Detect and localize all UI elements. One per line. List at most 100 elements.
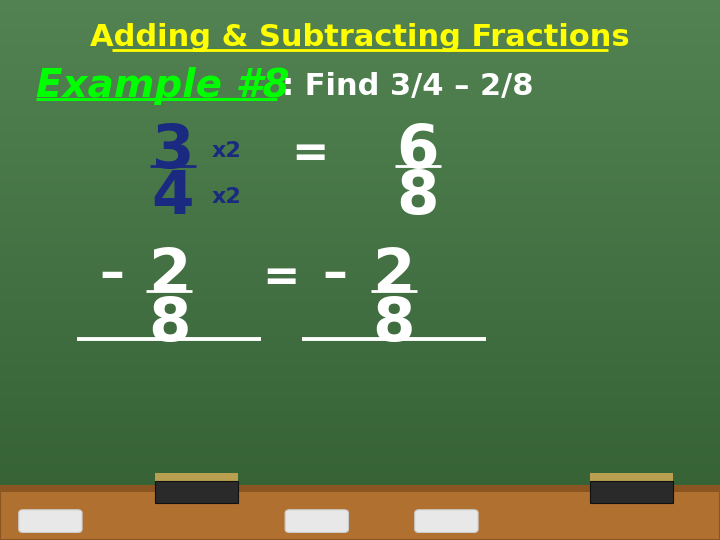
Bar	[0, 432, 720, 435]
Bar	[0, 397, 720, 400]
Bar	[0, 19, 720, 22]
Bar	[0, 59, 720, 62]
Bar	[0, 270, 720, 273]
Bar	[0, 119, 720, 122]
Bar	[0, 238, 720, 240]
Bar	[0, 138, 720, 140]
Bar	[0, 127, 720, 130]
Bar	[0, 462, 720, 464]
Bar	[0, 497, 720, 500]
Bar	[0, 284, 720, 286]
Bar	[0, 0, 720, 3]
Bar	[0, 240, 720, 243]
FancyBboxPatch shape	[0, 486, 720, 492]
Bar	[0, 346, 720, 348]
Bar	[0, 526, 720, 529]
Text: =: =	[262, 256, 300, 299]
Bar	[0, 192, 720, 194]
Bar	[0, 392, 720, 394]
Text: 6: 6	[396, 122, 439, 181]
Bar	[0, 27, 720, 30]
Bar	[0, 227, 720, 229]
Bar	[0, 154, 720, 157]
Bar	[0, 275, 720, 278]
Bar	[0, 410, 720, 413]
Bar	[0, 370, 720, 373]
Bar	[0, 356, 720, 359]
FancyBboxPatch shape	[415, 510, 478, 532]
Bar	[0, 124, 720, 127]
Text: 2: 2	[148, 246, 191, 305]
Bar	[0, 454, 720, 456]
Bar	[0, 49, 720, 51]
Bar	[0, 78, 720, 81]
Bar	[0, 294, 720, 297]
Bar	[0, 518, 720, 521]
Bar	[0, 475, 720, 478]
Bar	[0, 181, 720, 184]
Bar	[0, 84, 720, 86]
Bar	[0, 251, 720, 254]
FancyBboxPatch shape	[590, 473, 673, 483]
Bar	[0, 537, 720, 540]
Bar	[0, 470, 720, 472]
Bar	[0, 111, 720, 113]
Bar	[0, 116, 720, 119]
Bar	[0, 105, 720, 108]
FancyBboxPatch shape	[0, 486, 720, 540]
Bar	[0, 65, 720, 68]
Text: –: –	[99, 252, 124, 299]
Bar	[0, 151, 720, 154]
Bar	[0, 162, 720, 165]
Bar	[0, 165, 720, 167]
Bar	[0, 186, 720, 189]
Bar	[0, 305, 720, 308]
Bar	[0, 86, 720, 89]
Bar	[0, 502, 720, 505]
Bar	[0, 308, 720, 310]
Bar	[0, 38, 720, 40]
Bar	[0, 51, 720, 54]
Bar	[0, 205, 720, 208]
Bar	[0, 373, 720, 375]
Bar	[0, 11, 720, 14]
Bar	[0, 243, 720, 246]
Bar	[0, 321, 720, 324]
Bar	[0, 108, 720, 111]
Bar	[0, 394, 720, 397]
Bar	[0, 167, 720, 170]
Bar	[0, 316, 720, 319]
Bar	[0, 418, 720, 421]
Text: 8: 8	[396, 167, 439, 227]
Bar	[0, 32, 720, 35]
Bar	[0, 113, 720, 116]
Bar	[0, 148, 720, 151]
Bar	[0, 197, 720, 200]
Bar	[0, 386, 720, 389]
Bar	[0, 332, 720, 335]
Bar	[0, 427, 720, 429]
Bar	[0, 313, 720, 316]
Bar	[0, 421, 720, 424]
Bar	[0, 494, 720, 497]
Bar	[0, 513, 720, 516]
Bar	[0, 340, 720, 343]
FancyBboxPatch shape	[155, 481, 238, 503]
Bar	[0, 135, 720, 138]
Bar	[0, 402, 720, 405]
Bar	[0, 173, 720, 176]
Text: x2: x2	[212, 187, 242, 207]
Bar	[0, 146, 720, 148]
Bar	[0, 481, 720, 483]
Bar	[0, 319, 720, 321]
Bar	[0, 230, 720, 232]
Bar	[0, 281, 720, 284]
Bar	[0, 35, 720, 38]
FancyBboxPatch shape	[285, 510, 348, 532]
Bar	[0, 359, 720, 362]
Bar	[0, 46, 720, 49]
Bar	[0, 232, 720, 235]
Bar	[0, 440, 720, 443]
Bar	[0, 491, 720, 494]
Bar	[0, 122, 720, 124]
